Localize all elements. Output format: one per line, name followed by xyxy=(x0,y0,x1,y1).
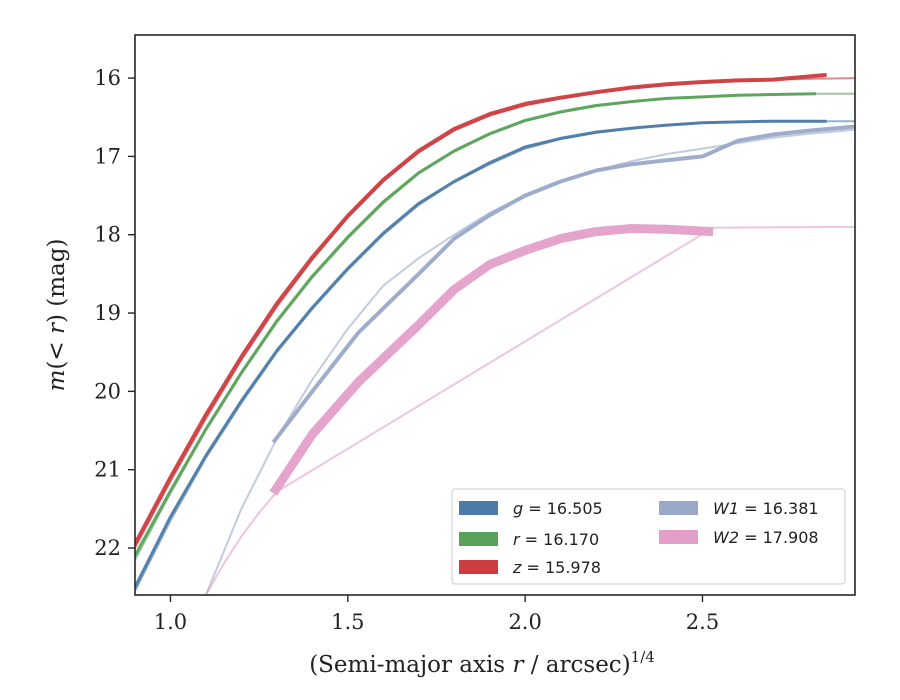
data-curve-r xyxy=(135,92,817,557)
legend-label-z: z = 15.978 xyxy=(512,558,601,577)
legend-swatch-w1 xyxy=(659,501,698,515)
legend-frame xyxy=(451,488,846,585)
x-axis: 1.0 1.5 2.0 2.5 xyxy=(154,595,719,634)
y-tick-label: 20 xyxy=(94,379,121,403)
legend-entry-r: r = 16.170 xyxy=(459,530,599,549)
legend-swatch-z xyxy=(459,560,498,574)
y-tick-label: 17 xyxy=(94,144,121,168)
x-tick-label: 1.0 xyxy=(154,610,187,634)
x-tick-label: 1.5 xyxy=(331,610,364,634)
legend-entry-z: z = 15.978 xyxy=(459,558,601,577)
y-axis: 16 17 18 19 20 21 22 xyxy=(94,66,135,560)
y-tick-label: 19 xyxy=(94,301,121,325)
data-curve-w2 xyxy=(269,224,714,496)
y-tick-label: 16 xyxy=(94,66,121,90)
legend-swatch-g xyxy=(459,501,498,515)
legend-label-w1: W1 = 16.381 xyxy=(713,499,819,518)
legend-entry-w2: W2 = 17.908 xyxy=(659,528,819,547)
y-tick-label: 18 xyxy=(94,223,121,247)
x-tick-label: 2.5 xyxy=(686,610,719,634)
legend-label-g: g = 16.505 xyxy=(513,499,603,518)
legend: g = 16.505 r = 16.170 z = 15.978 W1 = 16… xyxy=(451,488,846,585)
y-tick-label: 21 xyxy=(94,458,121,482)
data-curve-w1 xyxy=(271,124,855,444)
y-tick-label: 22 xyxy=(94,536,121,560)
x-axis-label-exponent: 1/4 xyxy=(631,648,655,666)
legend-swatch-r xyxy=(459,532,498,546)
x-axis-label: (Semi-major axis r / arcsec)1/4 xyxy=(309,648,655,678)
legend-entry-w1: W1 = 16.381 xyxy=(659,499,819,518)
legend-swatch-w2 xyxy=(659,530,698,544)
data-curve-z xyxy=(135,72,827,546)
legend-entry-g: g = 16.505 xyxy=(459,499,603,518)
legend-label-w2: W2 = 17.908 xyxy=(713,528,819,547)
legend-label-r: r = 16.170 xyxy=(513,530,599,549)
y-axis-label: m(< r) (mag) xyxy=(44,239,70,392)
plot-area xyxy=(135,72,855,595)
x-tick-label: 2.0 xyxy=(508,610,541,634)
axes-frame xyxy=(134,34,856,596)
data-curve-g xyxy=(135,119,827,588)
